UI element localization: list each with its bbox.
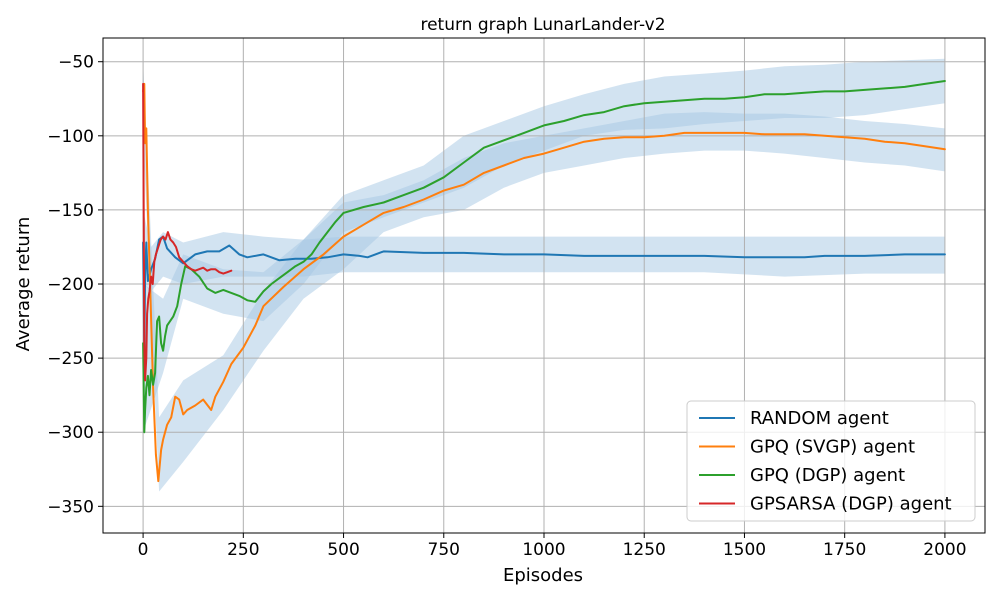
y-tick-label: −300	[47, 423, 94, 443]
x-tick-label: 250	[227, 540, 259, 560]
x-tick-label: 1500	[723, 540, 766, 560]
x-tick-label: 500	[327, 540, 359, 560]
series-line-2	[142, 80, 946, 434]
x-axis-ticks: 0 250 500 750 1000 1250 1500 1750 2000	[138, 533, 967, 560]
x-tick-label: 2000	[923, 540, 966, 560]
x-axis-label: Episodes	[503, 565, 583, 586]
series-line-0	[142, 235, 946, 352]
legend-box	[686, 400, 976, 522]
legend-label: GPSARSA (DGP) agent	[750, 494, 952, 515]
y-tick-label: −50	[58, 53, 94, 73]
y-tick-label: −100	[47, 127, 94, 147]
series-line-1	[142, 82, 946, 483]
x-tick-label: 1000	[522, 540, 565, 560]
series-line-3	[142, 82, 233, 382]
legend: RANDOM agent GPQ (SVGP) agent GPQ (DGP) ag…	[686, 400, 976, 522]
x-tick-label: 1750	[823, 540, 866, 560]
x-tick-label: 0	[138, 540, 149, 560]
y-axis-ticks: −350 −300 −250 −200 −150 −100 −50	[47, 53, 103, 517]
legend-label: RANDOM agent	[750, 408, 889, 429]
y-axis-label: Average return	[13, 217, 34, 352]
x-tick-label: 1250	[623, 540, 666, 560]
series-lines	[142, 80, 946, 483]
legend-label: GPQ (SVGP) agent	[750, 437, 915, 458]
y-tick-label: −200	[47, 275, 94, 295]
y-tick-label: −150	[47, 201, 94, 221]
y-tick-label: −350	[47, 497, 94, 517]
chart-title: return graph LunarLander-v2	[420, 15, 665, 35]
x-tick-label: 750	[428, 540, 460, 560]
y-tick-label: −250	[47, 349, 94, 369]
legend-label: GPQ (DGP) agent	[750, 465, 905, 486]
